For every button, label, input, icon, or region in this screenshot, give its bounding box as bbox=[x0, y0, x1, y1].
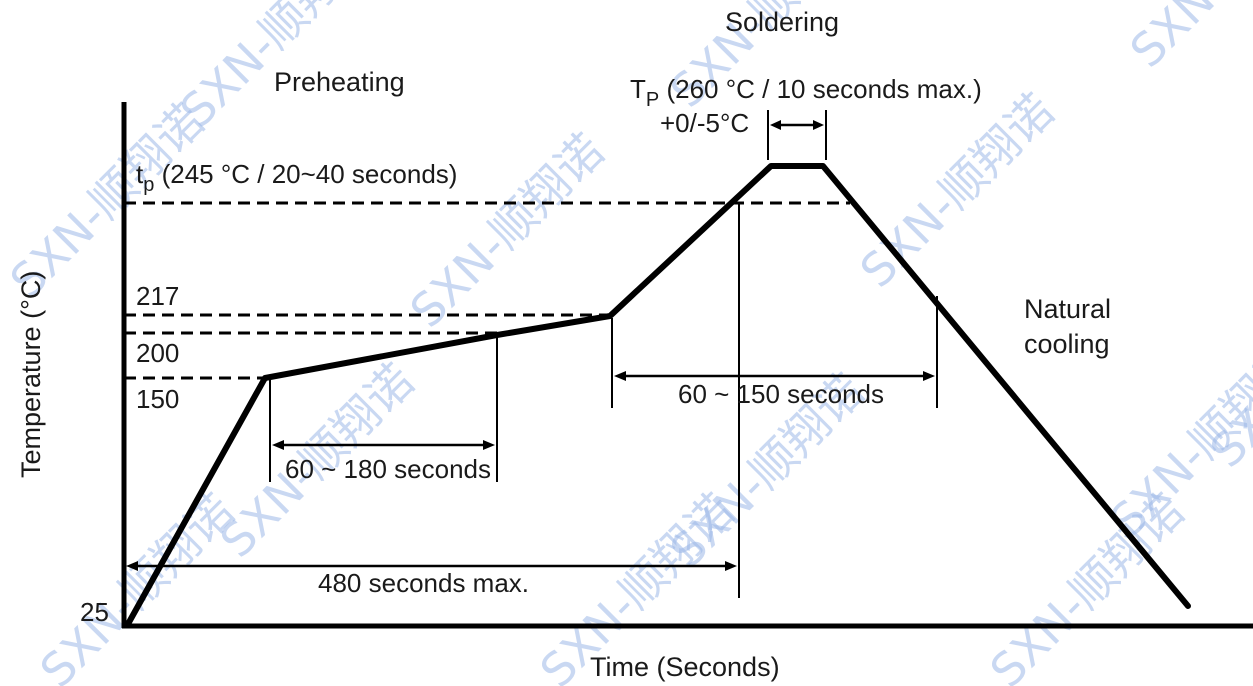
total-dimension-arrow bbox=[126, 561, 737, 571]
x-axis-title: Time (Seconds) bbox=[590, 652, 780, 682]
tp-label-main: t bbox=[136, 159, 144, 189]
Tp-label-rest: (260 °C / 10 seconds max.) bbox=[659, 74, 982, 104]
tp-label: tp (245 °C / 20~40 seconds) bbox=[136, 159, 457, 196]
phase-preheating-label: Preheating bbox=[274, 67, 405, 97]
temp-150-label: 150 bbox=[136, 384, 179, 414]
tp-label-sub: p bbox=[143, 174, 154, 196]
Tp-label: TP (260 °C / 10 seconds max.) bbox=[630, 74, 982, 111]
Tp-label-main: T bbox=[630, 74, 646, 104]
preheat-dimension-arrow bbox=[272, 440, 495, 450]
liquidus-dimension-arrow bbox=[614, 371, 935, 381]
y-axis-title: Temperature (°C) bbox=[16, 271, 46, 478]
watermark-text: SXN-顺翔诺 bbox=[1120, 0, 1253, 78]
watermark-text: SXN-顺翔诺 bbox=[850, 83, 1065, 298]
total-duration-label: 480 seconds max. bbox=[318, 568, 529, 598]
temp-200-label: 200 bbox=[136, 338, 179, 368]
Tp-label-sub: P bbox=[646, 89, 659, 111]
phase-cooling-label-1: Natural bbox=[1024, 294, 1111, 324]
preheat-duration-label: 60 ~ 180 seconds bbox=[285, 454, 491, 484]
reflow-profile-curve bbox=[125, 163, 1191, 627]
watermark-text: SXN-顺翔诺 bbox=[980, 483, 1195, 686]
temp-25-label: 25 bbox=[80, 597, 109, 627]
watermark-text: SXN-顺翔诺 bbox=[400, 123, 615, 338]
phase-cooling-label-2: cooling bbox=[1024, 329, 1110, 359]
watermark-text: SXN-顺翔诺 bbox=[30, 483, 245, 686]
Tp-tolerance-label: +0/-5°C bbox=[660, 108, 749, 138]
phase-soldering-label: Soldering bbox=[725, 7, 839, 37]
liquidus-duration-label: 60 ~ 150 seconds bbox=[678, 379, 884, 409]
temp-217-label: 217 bbox=[136, 281, 179, 311]
peak-dimension-arrow bbox=[770, 120, 824, 130]
tp-label-rest: (245 °C / 20~40 seconds) bbox=[154, 159, 457, 189]
